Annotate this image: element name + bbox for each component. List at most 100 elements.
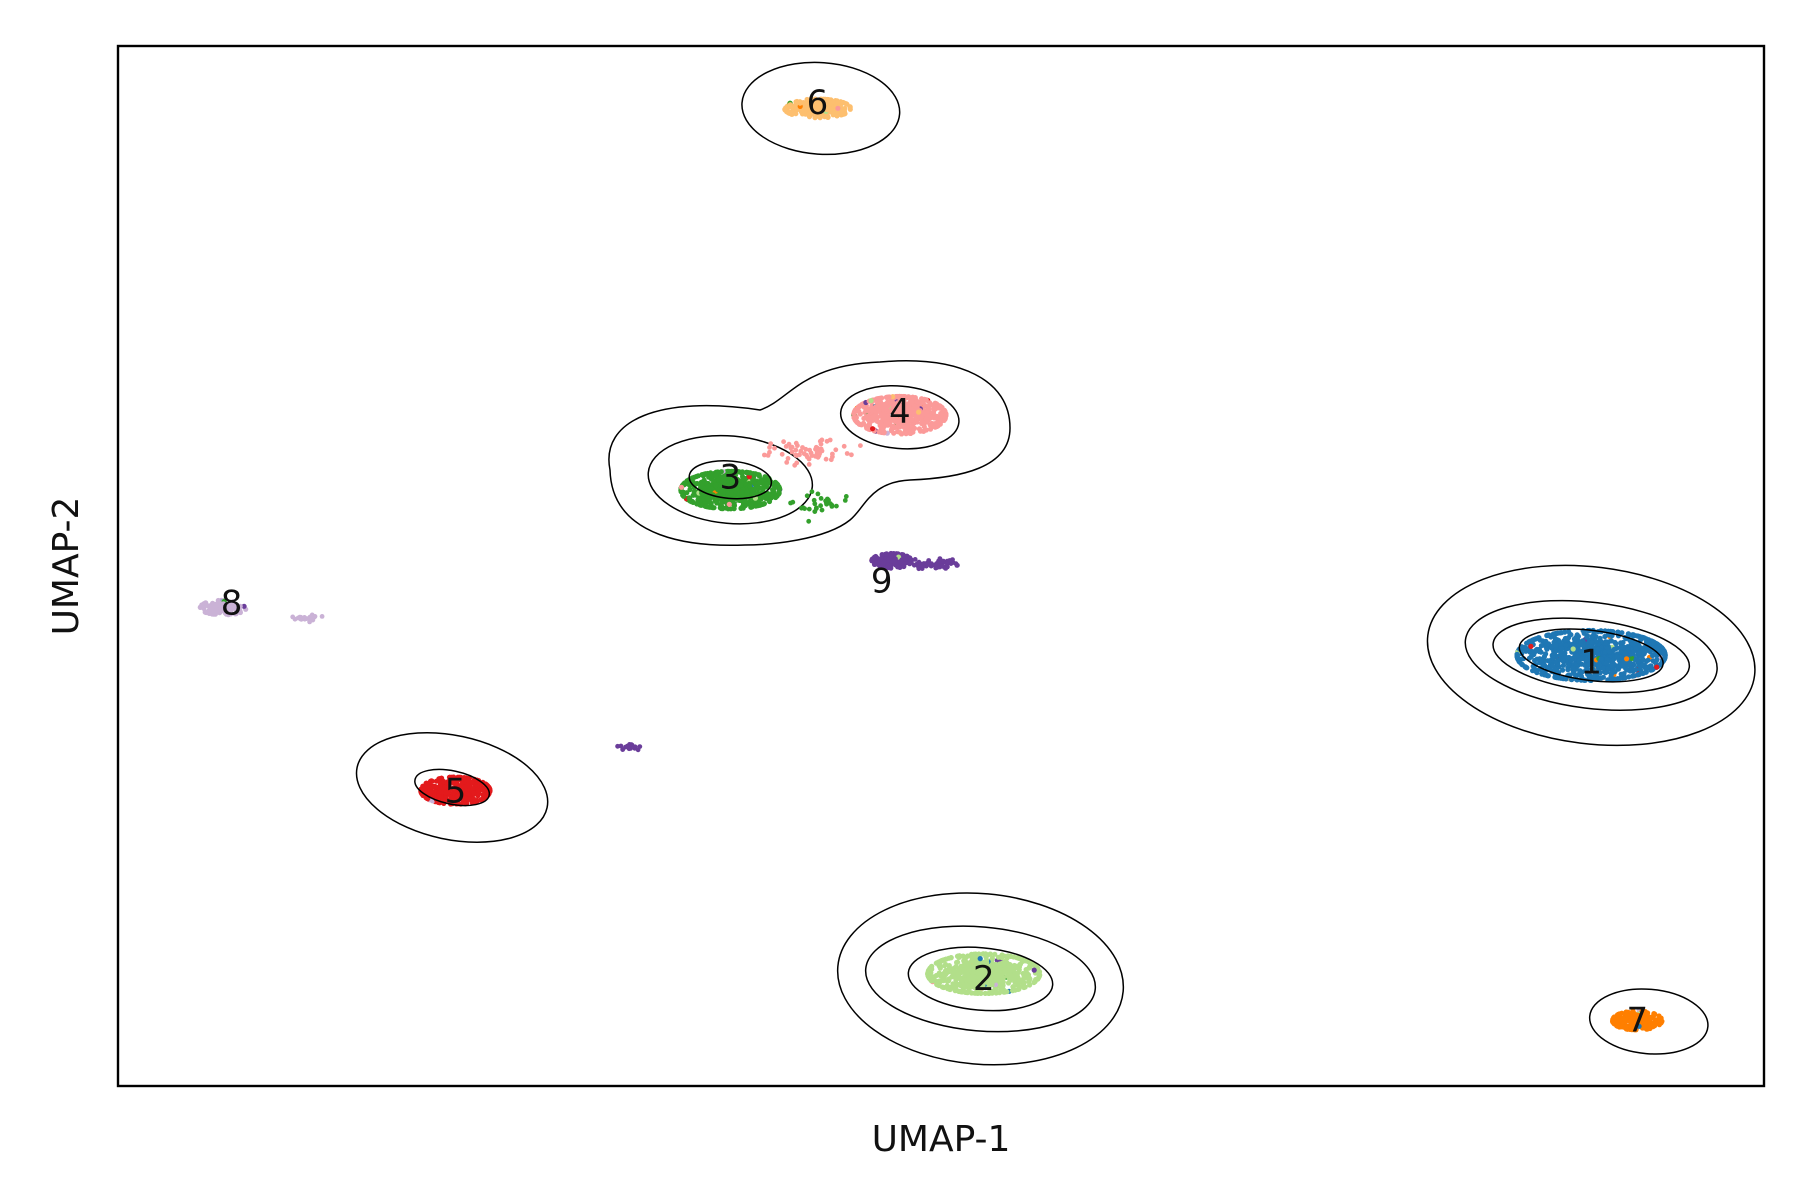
data-point <box>1584 670 1590 676</box>
data-point <box>807 447 812 453</box>
data-point <box>708 486 714 492</box>
data-point <box>797 452 802 458</box>
data-point <box>1629 665 1635 671</box>
data-point <box>985 985 992 991</box>
data-point <box>694 501 700 507</box>
data-point <box>829 502 835 508</box>
data-point <box>454 793 460 799</box>
data-point <box>925 562 931 567</box>
data-point <box>955 562 960 568</box>
data-point <box>1550 655 1556 661</box>
data-point <box>905 423 911 429</box>
data-point <box>1016 980 1022 986</box>
cluster-4-points <box>851 393 949 437</box>
data-point <box>851 415 857 421</box>
data-point <box>1611 646 1617 653</box>
data-point <box>924 419 930 425</box>
data-point <box>1618 640 1624 646</box>
cluster-label-7: 7 <box>1626 1001 1648 1041</box>
data-point <box>908 398 915 404</box>
data-point <box>632 744 638 750</box>
data-point <box>943 411 949 417</box>
data-point <box>1586 661 1592 667</box>
data-point <box>925 970 931 976</box>
data-point <box>1569 656 1575 662</box>
data-point <box>928 964 935 970</box>
data-point <box>969 974 975 981</box>
data-point <box>615 743 620 749</box>
data-point <box>806 462 812 467</box>
data-point <box>892 418 898 424</box>
data-point <box>1560 658 1566 664</box>
data-point <box>1022 972 1028 978</box>
data-point <box>904 408 911 414</box>
data-point <box>1580 642 1586 648</box>
data-point <box>896 408 902 414</box>
data-point <box>757 502 763 508</box>
data-point <box>923 397 929 403</box>
data-point <box>449 779 455 785</box>
data-point <box>886 408 892 414</box>
data-point <box>881 429 887 435</box>
data-point <box>756 480 763 486</box>
data-point <box>620 747 626 752</box>
data-point <box>1651 639 1657 646</box>
density-contour <box>1464 599 1718 711</box>
data-point <box>1021 980 1027 986</box>
data-point <box>915 563 921 569</box>
data-point <box>953 969 959 975</box>
data-point <box>465 791 471 797</box>
data-point <box>933 415 939 421</box>
data-point <box>942 416 948 422</box>
data-point <box>687 486 693 493</box>
data-point <box>830 454 835 460</box>
data-point <box>1549 663 1556 669</box>
data-point <box>1538 643 1544 649</box>
cluster-label-3: 3 <box>719 458 741 498</box>
data-point <box>894 402 900 408</box>
data-point <box>471 790 477 796</box>
data-point <box>814 505 819 511</box>
data-point <box>966 961 972 968</box>
data-point <box>1639 634 1645 641</box>
data-point <box>1649 667 1655 673</box>
data-point <box>972 980 979 987</box>
data-point <box>1528 643 1534 650</box>
data-point <box>823 498 829 504</box>
data-point <box>1616 1011 1622 1017</box>
data-point <box>739 504 745 510</box>
data-point <box>806 506 812 512</box>
data-point <box>1571 636 1577 642</box>
data-point <box>1597 662 1603 668</box>
data-point <box>1618 644 1624 650</box>
data-point <box>916 409 922 415</box>
data-point <box>680 492 686 499</box>
data-point <box>429 778 435 784</box>
data-point <box>1589 639 1595 645</box>
data-point <box>955 972 962 978</box>
data-point <box>1538 657 1544 663</box>
data-point <box>924 412 930 419</box>
data-point <box>1523 648 1529 654</box>
data-point <box>475 792 481 799</box>
data-point <box>883 401 889 407</box>
data-point <box>1027 982 1033 988</box>
data-point <box>818 496 824 501</box>
data-point <box>1035 975 1041 981</box>
data-point <box>812 501 818 507</box>
data-point <box>909 416 915 423</box>
data-point <box>433 778 440 784</box>
data-point <box>319 614 325 619</box>
data-point <box>955 953 962 959</box>
data-point <box>1624 667 1630 673</box>
data-point <box>1604 656 1610 662</box>
data-point <box>942 963 948 969</box>
data-point <box>799 505 804 511</box>
data-point <box>1635 633 1642 639</box>
data-point <box>469 779 475 786</box>
data-point <box>988 970 994 976</box>
data-point <box>770 490 777 496</box>
data-point <box>1011 954 1017 960</box>
y-axis-label: UMAP-2 <box>46 497 87 636</box>
